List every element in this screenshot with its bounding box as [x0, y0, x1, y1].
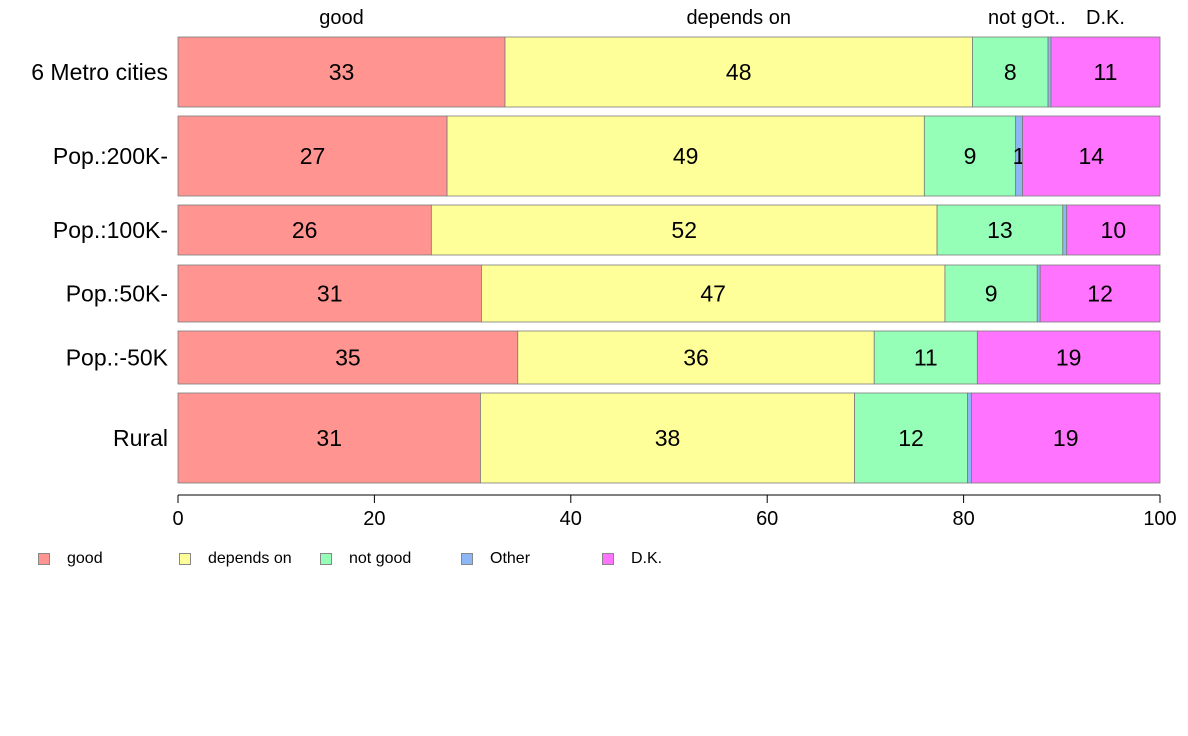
- category-label-pop-100k: Pop.:100K-: [53, 217, 168, 243]
- data-label-pop-100k-d-k: 10: [1101, 217, 1127, 243]
- data-label-pop-50k-depends-on: 47: [700, 281, 726, 307]
- data-label-6-metro-cities-not-good: 8: [1004, 59, 1017, 85]
- category-label-pop-50k: Pop.:50K-: [66, 281, 168, 307]
- bar-pop-50k-depends-on: [517, 330, 875, 385]
- category-label-pop-200k: Pop.:200K-: [53, 143, 168, 169]
- x-tick-label-100: 100: [1143, 508, 1176, 530]
- data-label-6-metro-cities-d-k: 11: [1094, 59, 1118, 85]
- legend-item-good: good: [38, 549, 103, 569]
- bar-pop-200k-not-good: [923, 115, 1017, 197]
- data-label-pop-200k-d-k: 14: [1078, 143, 1104, 169]
- data-label-pop-50k-depends-on: 36: [683, 345, 709, 371]
- x-tick-label-60: 60: [756, 508, 778, 530]
- top-label-depends-on: depends on: [686, 7, 791, 29]
- bar-pop-50k-good: [177, 330, 519, 385]
- legend-swatch-dk: [602, 553, 614, 565]
- category-label-rural: Rural: [113, 425, 168, 451]
- data-label-pop-200k-good: 27: [300, 143, 326, 169]
- top-label-other: Ot..: [1033, 7, 1065, 29]
- legend-item-dk: D.K.: [602, 549, 662, 569]
- bar-pop-100k-depends-on: [430, 204, 938, 256]
- data-label-rural-d-k: 19: [1053, 425, 1079, 451]
- bar-pop-50k-d-k: [1039, 264, 1161, 323]
- x-tick-label-20: 20: [363, 508, 385, 530]
- data-label-pop-50k-good: 35: [335, 345, 361, 371]
- x-tick-label-80: 80: [952, 508, 974, 530]
- bar-rural-not-good: [854, 392, 968, 484]
- data-label-pop-200k-not-good: 9: [964, 143, 977, 169]
- bar-rural-d-k: [971, 392, 1161, 484]
- data-label-pop-50k-not-good: 9: [985, 281, 998, 307]
- legend-swatch-depends-on: [179, 553, 191, 565]
- data-label-pop-50k-not-good: 11: [914, 345, 938, 371]
- x-tick-label-40: 40: [560, 508, 582, 530]
- legend-label-other: Other: [490, 550, 531, 567]
- data-label-rural-good: 31: [316, 425, 342, 451]
- legend-label-not-good: not good: [349, 550, 412, 567]
- legend-swatch-other: [461, 553, 473, 565]
- bar-6-metro-cities-good: [177, 36, 506, 108]
- legend-item-other: Other: [461, 549, 530, 569]
- bar-rural-other: [967, 392, 972, 484]
- legend-item-not-good: not good: [320, 549, 411, 569]
- bar-pop-100k-d-k: [1066, 204, 1161, 256]
- bar-pop-50k-not-good: [944, 264, 1038, 323]
- data-label-6-metro-cities-depends-on: 48: [726, 59, 752, 85]
- data-label-pop-200k-depends-on: 49: [673, 143, 699, 169]
- legend-label-good: good: [67, 550, 103, 567]
- bar-pop-50k-depends-on: [481, 264, 946, 323]
- bar-pop-100k-good: [177, 204, 432, 256]
- category-label-pop-50k: Pop.:-50K: [66, 345, 169, 371]
- data-label-pop-50k-good: 31: [317, 281, 343, 307]
- legend: good depends on not good Other D.K.: [38, 549, 798, 569]
- legend-item-depends-on: depends on: [179, 549, 292, 569]
- category-label-6-metro-cities: 6 Metro cities: [31, 59, 168, 85]
- data-label-6-metro-cities-good: 33: [329, 59, 355, 85]
- legend-swatch-not-good: [320, 553, 332, 565]
- bar-6-metro-cities-d-k: [1050, 36, 1161, 108]
- bar-pop-50k-good: [177, 264, 482, 323]
- legend-swatch-good: [38, 553, 50, 565]
- legend-label-depends-on: depends on: [208, 550, 292, 567]
- bar-pop-200k-depends-on: [446, 115, 925, 197]
- data-label-pop-50k-d-k: 12: [1087, 281, 1113, 307]
- data-label-pop-100k-not-good: 13: [987, 217, 1013, 243]
- bar-pop-50k-not-good: [873, 330, 978, 385]
- top-label-d-k: D.K.: [1086, 7, 1125, 29]
- data-label-rural-not-good: 12: [898, 425, 924, 451]
- data-label-pop-100k-good: 26: [292, 217, 318, 243]
- bar-pop-50k-other: [1036, 264, 1041, 323]
- top-label-good: good: [319, 7, 364, 29]
- bar-6-metro-cities-other: [1047, 36, 1052, 108]
- data-label-rural-depends-on: 38: [655, 425, 681, 451]
- top-label-not-good: not g: [988, 7, 1032, 29]
- bar-pop-200k-good: [177, 115, 448, 197]
- bar-pop-100k-not-good: [936, 204, 1064, 256]
- legend-label-dk: D.K.: [631, 550, 663, 567]
- bar-pop-100k-other: [1062, 204, 1068, 256]
- bar-pop-200k-d-k: [1022, 115, 1161, 197]
- data-label-pop-50k-d-k: 19: [1056, 345, 1082, 371]
- bar-rural-depends-on: [480, 392, 855, 484]
- bar-rural-good: [177, 392, 481, 484]
- data-label-pop-100k-depends-on: 52: [671, 217, 697, 243]
- bar-pop-50k-d-k: [976, 330, 1161, 385]
- bar-6-metro-cities-depends-on: [504, 36, 973, 108]
- x-tick-label-0: 0: [172, 508, 183, 530]
- bar-6-metro-cities-not-good: [972, 36, 1049, 108]
